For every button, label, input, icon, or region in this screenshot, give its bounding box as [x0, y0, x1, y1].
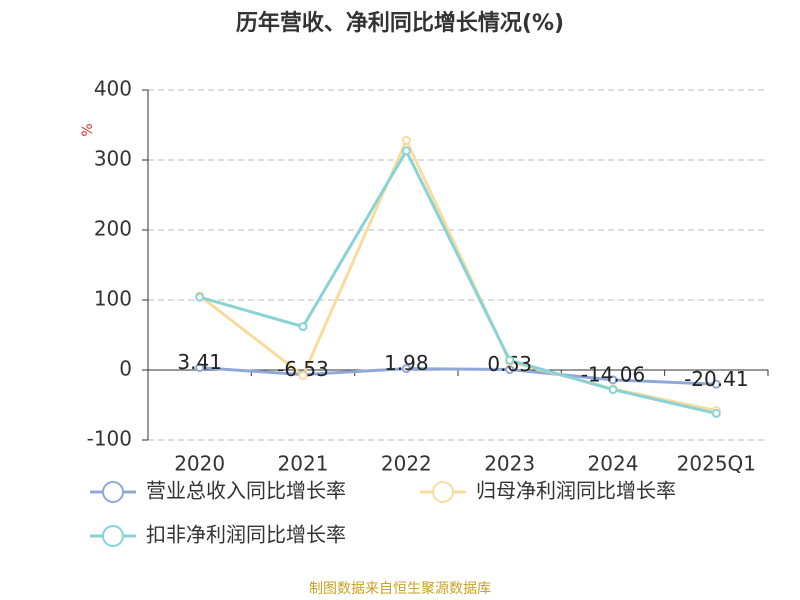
- y-tick-label: 400: [94, 77, 132, 101]
- legend-label: 营业总收入同比增长率: [146, 479, 346, 503]
- data-point: [608, 385, 618, 395]
- x-tick-label: 2025Q1: [677, 452, 756, 476]
- data-point: [195, 363, 205, 373]
- data-label: 1.98: [384, 351, 429, 375]
- x-tick-label: 2024: [588, 452, 639, 476]
- chart-title: 历年营收、净利同比增长情况(%): [236, 10, 564, 36]
- x-tick-label: 2021: [278, 452, 329, 476]
- legend-marker: [102, 481, 124, 503]
- data-label: -20.41: [684, 367, 748, 391]
- data-point: [401, 364, 411, 374]
- y-tick-label: 200: [94, 217, 132, 241]
- data-point: [401, 146, 411, 156]
- data-point: [505, 355, 515, 365]
- data-point: [711, 408, 721, 418]
- legend-marker: [432, 481, 454, 503]
- legend-label: 扣非净利润同比增长率: [146, 523, 346, 547]
- data-point: [711, 379, 721, 389]
- x-tick-label: 2020: [174, 452, 225, 476]
- source-note: 制图数据来自恒生聚源数据库: [309, 581, 491, 597]
- legend-marker: [102, 525, 124, 547]
- series-line: [199, 366, 717, 386]
- data-point: [195, 292, 205, 302]
- legend-label: 归母净利润同比增长率: [476, 479, 676, 503]
- x-tick-label: 2023: [484, 452, 535, 476]
- data-point: [608, 375, 618, 385]
- y-tick-label: -100: [87, 427, 132, 451]
- x-tick-label: 2022: [381, 452, 432, 476]
- data-point: [401, 135, 411, 145]
- data-point: [298, 322, 308, 332]
- y-axis-label: %: [80, 123, 96, 136]
- y-tick-label: 300: [94, 147, 132, 171]
- series-line: [199, 147, 717, 415]
- data-point: [298, 371, 308, 381]
- y-tick-label: 100: [94, 287, 132, 311]
- data-label: 3.41: [177, 350, 222, 374]
- data-label: -14.06: [581, 362, 645, 386]
- y-tick-label: 0: [119, 357, 132, 381]
